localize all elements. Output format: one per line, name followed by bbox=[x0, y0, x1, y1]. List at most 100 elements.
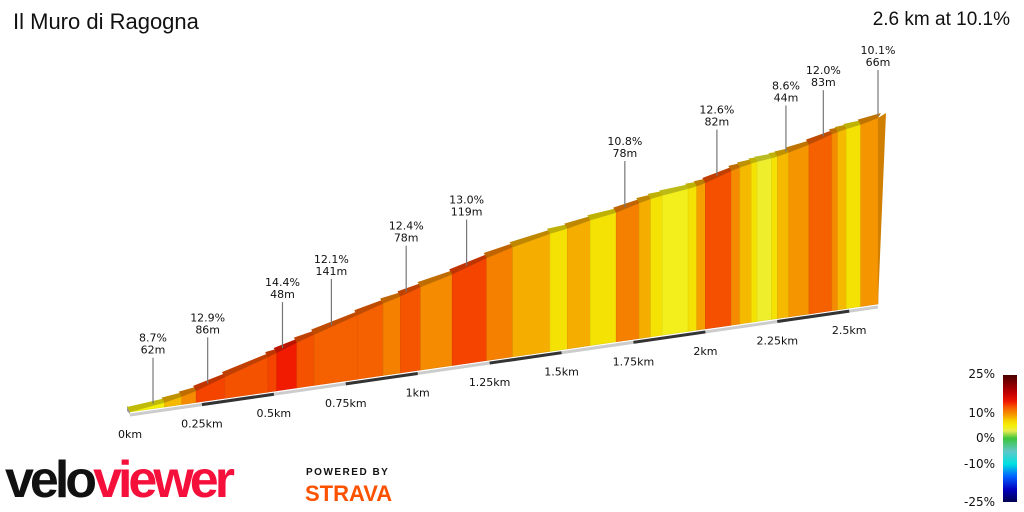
profile-segment-top bbox=[293, 329, 318, 343]
profile-end-edge bbox=[878, 113, 886, 304]
profile-segment-top bbox=[587, 207, 620, 221]
annotation-length: 86m bbox=[195, 323, 220, 336]
profile-segment-top bbox=[311, 310, 361, 335]
profile-segment bbox=[267, 352, 278, 393]
profile-segment bbox=[808, 133, 833, 315]
profile-segment bbox=[751, 161, 758, 323]
x-tick-label: 0.25km bbox=[181, 418, 223, 431]
annotation-length: 82m bbox=[705, 116, 730, 129]
profile-segment-top bbox=[161, 391, 185, 403]
logo-velo: velo bbox=[5, 451, 97, 509]
profile-segment bbox=[860, 117, 879, 307]
profile-segment bbox=[313, 314, 358, 386]
strava-logo[interactable]: STRAVA bbox=[305, 481, 393, 506]
annotation-length: 62m bbox=[141, 344, 166, 357]
profile-segment-top bbox=[702, 165, 735, 183]
annotation-length: 119m bbox=[451, 206, 483, 219]
profile-segment-top bbox=[127, 397, 168, 412]
profile-segment bbox=[400, 286, 421, 374]
legend-label: -10% bbox=[963, 457, 995, 471]
distance-axis-band bbox=[489, 351, 562, 365]
annotation-length: 141m bbox=[316, 265, 348, 278]
x-tick-label: 1km bbox=[406, 386, 430, 399]
gradient-color-legend bbox=[1003, 375, 1017, 502]
profile-segment-top bbox=[354, 298, 387, 316]
annotation-length: 78m bbox=[612, 147, 637, 160]
veloviewer-logo[interactable]: veloviewer bbox=[5, 451, 235, 509]
profile-segment bbox=[615, 202, 640, 343]
profile-segment bbox=[739, 163, 752, 325]
x-tick-label: 2.25km bbox=[757, 335, 799, 348]
segment-title: Il Muro di Ragogna bbox=[13, 9, 199, 34]
powered-by-label: POWERED BY bbox=[306, 467, 390, 478]
legend-label: 10% bbox=[968, 406, 995, 420]
profile-segment bbox=[730, 167, 741, 326]
profile-segment-top bbox=[805, 129, 835, 145]
annotation-grade: 12.1% bbox=[314, 253, 349, 266]
distance-axis-band bbox=[345, 371, 418, 386]
profile-segment bbox=[777, 152, 790, 319]
profile-segment-top bbox=[193, 372, 228, 391]
x-tick-label: 0.5km bbox=[257, 407, 292, 420]
profile-segment-top bbox=[509, 228, 554, 248]
profile-segment bbox=[650, 195, 663, 338]
profile-segment bbox=[638, 198, 652, 339]
profile-segment-top bbox=[417, 269, 456, 288]
x-tick-label: 1.25km bbox=[469, 376, 511, 389]
profile-segment bbox=[590, 212, 617, 346]
profile-segment-top bbox=[397, 282, 424, 297]
profile-segment-top bbox=[785, 139, 812, 153]
profile-segment-top bbox=[380, 291, 404, 304]
profile-segment-top bbox=[449, 252, 490, 275]
profile-segment-top bbox=[754, 153, 775, 162]
legend-label: 25% bbox=[968, 367, 995, 381]
profile-segment bbox=[549, 228, 568, 352]
profile-segment bbox=[846, 124, 862, 309]
x-tick-label: 0.75km bbox=[325, 397, 367, 410]
logo-viewer: viewer bbox=[93, 451, 235, 509]
legend-label: -25% bbox=[963, 495, 995, 509]
profile-segment-top bbox=[843, 119, 864, 129]
x-tick-label: 1.5km bbox=[544, 366, 579, 379]
distance-axis-band bbox=[201, 392, 275, 407]
x-tick-label: 0km bbox=[118, 428, 142, 441]
annotation-length: 78m bbox=[394, 232, 419, 245]
profile-segment bbox=[356, 303, 384, 380]
profile-segment-top bbox=[857, 113, 881, 125]
profile-segment bbox=[696, 182, 706, 331]
profile-segment bbox=[420, 273, 453, 371]
profile-segment-top bbox=[273, 337, 300, 353]
profile-segment bbox=[756, 157, 772, 322]
annotation-length: 44m bbox=[774, 91, 799, 104]
distance-axis-band bbox=[633, 330, 706, 344]
profile-segment-top bbox=[659, 183, 692, 196]
profile-segment bbox=[661, 188, 689, 336]
annotation-grade: 14.4% bbox=[265, 276, 300, 289]
profile-segment-top bbox=[483, 242, 516, 258]
profile-segment-top bbox=[547, 223, 571, 234]
x-tick-label: 1.75km bbox=[613, 355, 655, 368]
annotation-length: 83m bbox=[811, 76, 836, 89]
profile-segment-top bbox=[564, 215, 594, 229]
profile-segment bbox=[837, 128, 847, 311]
distance-axis-band bbox=[777, 309, 850, 324]
profile-segment-top bbox=[178, 385, 200, 397]
x-tick-label: 2km bbox=[693, 345, 717, 358]
annotation-length: 66m bbox=[866, 56, 891, 69]
segment-summary: 2.6 km at 10.1% bbox=[872, 9, 1010, 30]
profile-segment bbox=[451, 257, 488, 366]
annotation-grade: 8.6% bbox=[772, 79, 800, 92]
annotation-length: 48m bbox=[270, 288, 295, 301]
profile-segment bbox=[296, 334, 315, 389]
x-tick-label: 2.5km bbox=[832, 324, 867, 337]
annotation-grade: 12.6% bbox=[699, 104, 734, 117]
profile-segment bbox=[705, 170, 732, 330]
profile-segment bbox=[486, 246, 513, 361]
profile-segment bbox=[566, 219, 591, 350]
profile-segment bbox=[512, 233, 551, 358]
annotation-grade: 12.0% bbox=[806, 64, 841, 77]
profile-segment bbox=[831, 131, 839, 311]
annotation-grade: 12.9% bbox=[190, 311, 225, 324]
profile-segment-top bbox=[613, 198, 643, 213]
